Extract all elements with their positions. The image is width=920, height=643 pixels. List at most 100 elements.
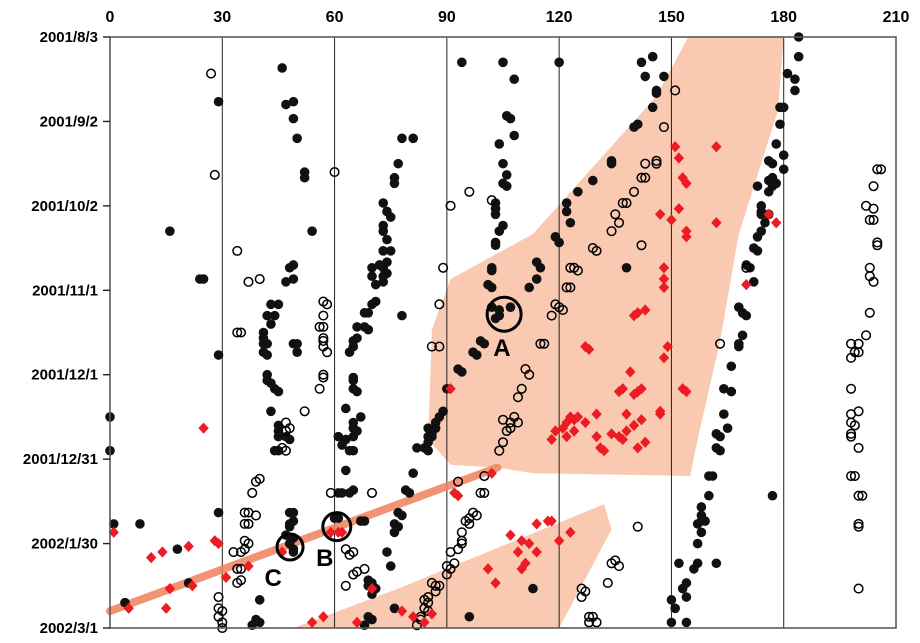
- data-point-black: [479, 338, 490, 349]
- data-point-black: [498, 57, 508, 68]
- data-point-red-diamond: [621, 408, 632, 420]
- data-point-black: [385, 561, 396, 571]
- data-point-black: [165, 226, 175, 236]
- data-point-open: [206, 68, 217, 79]
- data-point-red-diamond: [741, 279, 752, 291]
- data-point-red-diamond: [568, 425, 580, 437]
- data-point-open: [280, 425, 291, 437]
- data-point-open: [868, 203, 879, 214]
- data-point-black: [352, 322, 362, 332]
- data-point-red-diamond: [617, 433, 628, 446]
- data-point-black: [782, 68, 793, 79]
- data-point-black: [490, 209, 501, 220]
- data-point-open: [456, 535, 467, 546]
- data-point-red-diamond: [565, 526, 576, 538]
- data-point-black: [696, 527, 707, 538]
- data-point-open: [325, 487, 336, 498]
- shaded-region-lower-wedge: [293, 504, 612, 628]
- data-point-black: [771, 139, 782, 149]
- data-point-open: [872, 237, 883, 248]
- data-point-open: [247, 487, 258, 498]
- data-point-black: [254, 617, 265, 628]
- data-point-red-diamond: [636, 414, 647, 426]
- data-point-open: [628, 186, 640, 197]
- data-point-red-diamond: [325, 526, 337, 538]
- data-point-black: [457, 57, 467, 68]
- data-point-open: [318, 335, 329, 346]
- data-point-black: [348, 485, 359, 495]
- data-point-open: [445, 546, 456, 558]
- y-axis-label-4: 2001/12/1: [31, 367, 98, 384]
- data-point-black: [277, 63, 287, 73]
- data-point-black: [213, 350, 224, 360]
- data-point-black: [288, 547, 299, 557]
- data-point-open: [853, 442, 864, 453]
- data-point-red-diamond: [553, 535, 565, 547]
- data-point-open: [853, 347, 864, 358]
- data-point-black: [370, 279, 381, 290]
- data-point-black: [397, 133, 407, 144]
- data-point-open: [299, 406, 310, 417]
- data-point-red-diamond: [681, 177, 692, 189]
- data-point-open: [460, 516, 471, 527]
- data-point-red-diamond: [580, 416, 591, 429]
- data-point-black: [378, 246, 389, 256]
- data-point-red-diamond: [486, 467, 497, 479]
- data-point-red-diamond: [681, 231, 692, 243]
- data-point-black: [715, 431, 725, 442]
- data-point-black: [719, 409, 729, 419]
- data-point-open: [846, 338, 857, 349]
- data-point-black: [359, 516, 370, 526]
- data-point-open: [853, 583, 864, 594]
- annotation-label-B: B: [316, 545, 333, 572]
- data-point-open: [853, 406, 864, 417]
- shaded-region-upper-band: [428, 37, 784, 477]
- data-point-black: [554, 57, 564, 68]
- data-point-open: [232, 327, 243, 338]
- data-point-open: [426, 341, 437, 352]
- data-point-black: [748, 277, 759, 287]
- data-point-black: [370, 296, 381, 307]
- data-point-black: [378, 277, 389, 287]
- data-point-black: [573, 186, 583, 197]
- data-point-black: [756, 209, 767, 220]
- data-point-open: [411, 620, 422, 631]
- data-point-black: [501, 170, 512, 180]
- data-point-black: [108, 519, 119, 529]
- data-point-red-diamond: [531, 518, 542, 530]
- data-point-red-diamond: [198, 422, 209, 434]
- y-axis-label-5: 2001/12/31: [23, 451, 98, 468]
- data-point-black: [404, 488, 415, 498]
- data-point-open: [864, 214, 875, 225]
- data-point-black: [692, 519, 703, 529]
- data-point-red-diamond: [628, 388, 640, 401]
- data-point-red-diamond: [655, 408, 666, 420]
- data-point-open: [557, 304, 568, 316]
- data-point-black: [606, 158, 617, 169]
- data-point-red-diamond: [419, 616, 430, 628]
- data-point-black: [367, 589, 377, 600]
- data-point-open: [239, 544, 250, 555]
- data-point-black: [674, 558, 684, 569]
- data-point-black: [355, 412, 366, 422]
- data-point-open: [430, 586, 441, 597]
- data-point-open: [539, 338, 550, 349]
- annotation-circle-B: [321, 511, 353, 543]
- data-point-red-diamond: [516, 563, 527, 575]
- data-point-open: [232, 563, 243, 574]
- data-point-black: [726, 386, 737, 397]
- data-point-black: [670, 603, 680, 614]
- data-point-black: [281, 99, 291, 110]
- data-point-open: [254, 273, 265, 285]
- data-point-red-diamond: [336, 526, 348, 538]
- data-point-open: [868, 181, 879, 192]
- data-point-black: [389, 178, 400, 189]
- data-point-open: [741, 262, 752, 273]
- data-point-red-diamond: [243, 560, 254, 572]
- annotation-circle-A: [485, 295, 523, 333]
- data-point-black: [254, 595, 265, 605]
- data-point-black: [363, 324, 374, 335]
- data-point-black: [509, 130, 520, 141]
- data-point-red-diamond: [621, 425, 632, 437]
- data-point-red-diamond: [452, 490, 464, 502]
